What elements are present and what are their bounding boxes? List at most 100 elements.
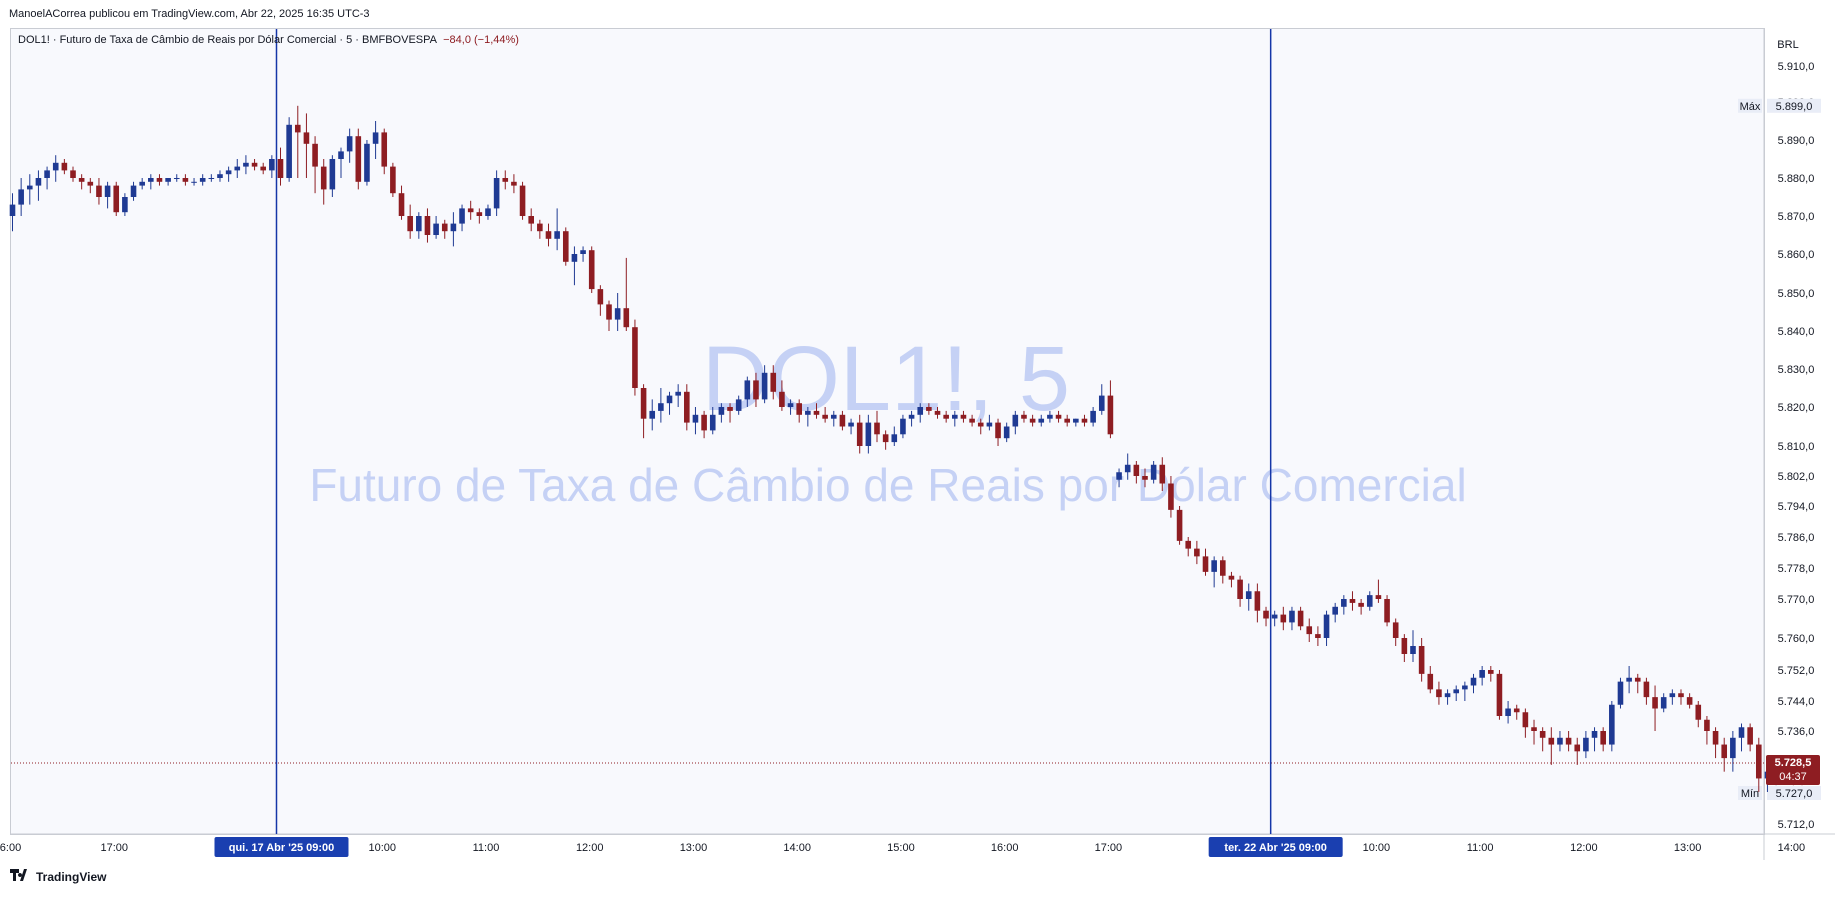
candle-body[interactable] xyxy=(476,212,483,216)
candle-body[interactable] xyxy=(208,178,215,179)
candle-body[interactable] xyxy=(182,178,189,182)
candle-body[interactable] xyxy=(1271,614,1278,619)
candle-body[interactable] xyxy=(891,434,898,443)
candle-body[interactable] xyxy=(934,410,941,415)
candle-body[interactable] xyxy=(1470,677,1477,686)
candle-body[interactable] xyxy=(1194,548,1200,557)
candle-body[interactable] xyxy=(243,162,249,167)
candle-body[interactable] xyxy=(1332,606,1338,615)
candle-body[interactable] xyxy=(225,170,232,175)
candle-body[interactable] xyxy=(139,181,145,186)
candle-body[interactable] xyxy=(156,178,163,182)
candle-body[interactable] xyxy=(943,414,949,419)
candle-body[interactable] xyxy=(1531,727,1537,731)
candle-body[interactable] xyxy=(113,185,120,213)
candle-body[interactable] xyxy=(1755,744,1762,779)
candle-body[interactable] xyxy=(433,223,439,235)
candle-body[interactable] xyxy=(1574,744,1581,752)
candle-body[interactable] xyxy=(1237,579,1243,599)
candle-body[interactable] xyxy=(467,208,474,213)
candle-body[interactable] xyxy=(874,422,880,435)
candle-body[interactable] xyxy=(122,197,128,213)
candle-body[interactable] xyxy=(1116,472,1122,480)
candle-body[interactable] xyxy=(805,410,811,415)
candle-body[interactable] xyxy=(1029,418,1036,423)
candle-body[interactable] xyxy=(234,166,241,171)
candle-body[interactable] xyxy=(1315,634,1321,638)
candle-body[interactable] xyxy=(1410,646,1416,654)
candle-body[interactable] xyxy=(1557,737,1563,745)
candle-body[interactable] xyxy=(1176,509,1183,541)
candle-body[interactable] xyxy=(9,204,16,216)
candle-body[interactable] xyxy=(1047,414,1053,419)
candle-body[interactable] xyxy=(623,308,630,328)
candle-body[interactable] xyxy=(1427,673,1434,690)
candle-body[interactable] xyxy=(597,289,604,305)
candle-body[interactable] xyxy=(1263,610,1269,619)
candle-body[interactable] xyxy=(770,372,777,392)
candle-body[interactable] xyxy=(1436,689,1442,698)
candle-body[interactable] xyxy=(701,414,707,431)
candle-body[interactable] xyxy=(1591,731,1598,738)
candle-body[interactable] xyxy=(1133,464,1140,476)
candle-body[interactable] xyxy=(926,407,932,411)
candle-body[interactable] xyxy=(320,166,327,190)
candle-body[interactable] xyxy=(277,159,284,178)
candle-body[interactable] xyxy=(1686,697,1693,705)
candle-body[interactable] xyxy=(718,407,725,415)
candle-body[interactable] xyxy=(1168,483,1174,510)
candle-body[interactable] xyxy=(1202,556,1209,572)
candle-body[interactable] xyxy=(856,422,863,446)
candle-body[interactable] xyxy=(830,414,837,419)
candle-body[interactable] xyxy=(165,178,171,182)
candle-body[interactable] xyxy=(580,250,586,254)
candle-body[interactable] xyxy=(485,208,491,216)
candle-body[interactable] xyxy=(1695,704,1702,720)
candle-body[interactable] xyxy=(1730,737,1736,759)
candle-body[interactable] xyxy=(977,422,984,427)
candle-body[interactable] xyxy=(1297,610,1304,627)
candle-body[interactable] xyxy=(1565,737,1572,745)
candle-body[interactable] xyxy=(562,231,569,262)
candle-body[interactable] xyxy=(1600,731,1606,745)
candle-body[interactable] xyxy=(1021,414,1027,419)
candle-body[interactable] xyxy=(1548,737,1555,745)
candle-body[interactable] xyxy=(390,166,396,194)
footer-brand[interactable]: TradingView xyxy=(10,869,106,884)
candle-body[interactable] xyxy=(1660,697,1667,709)
candle-body[interactable] xyxy=(355,136,362,182)
candle-body[interactable] xyxy=(1522,712,1529,728)
candle-body[interactable] xyxy=(338,151,344,159)
candle-body[interactable] xyxy=(1462,685,1468,690)
candle-body[interactable] xyxy=(649,410,656,419)
candle-body[interactable] xyxy=(545,231,552,239)
candle-body[interactable] xyxy=(1704,719,1710,731)
candle-body[interactable] xyxy=(217,174,223,178)
candle-body[interactable] xyxy=(813,410,820,415)
candle-body[interactable] xyxy=(519,185,526,216)
candle-body[interactable] xyxy=(1220,560,1226,576)
candle-body[interactable] xyxy=(666,395,673,404)
candle-body[interactable] xyxy=(1617,681,1624,705)
candle-body[interactable] xyxy=(398,193,405,216)
candle-body[interactable] xyxy=(1245,591,1252,599)
candle-body[interactable] xyxy=(251,162,258,167)
candle-body[interactable] xyxy=(692,414,699,423)
candle-body[interactable] xyxy=(372,132,379,144)
candle-body[interactable] xyxy=(554,231,560,239)
candle-body[interactable] xyxy=(1280,614,1287,623)
candle-body[interactable] xyxy=(1479,670,1485,678)
candle-body[interactable] xyxy=(1349,599,1356,603)
candle-body[interactable] xyxy=(1012,414,1019,427)
candle-body[interactable] xyxy=(1505,708,1511,717)
candle-body[interactable] xyxy=(407,216,413,232)
candle-body[interactable] xyxy=(588,250,595,290)
candle-body[interactable] xyxy=(606,304,612,320)
candle-body[interactable] xyxy=(882,434,889,443)
candle-body[interactable] xyxy=(1375,595,1382,599)
candle-body[interactable] xyxy=(908,414,915,419)
candle-body[interactable] xyxy=(779,391,785,407)
candle-body[interactable] xyxy=(1453,689,1460,694)
candle-body[interactable] xyxy=(260,166,267,171)
candle-body[interactable] xyxy=(1098,395,1105,411)
